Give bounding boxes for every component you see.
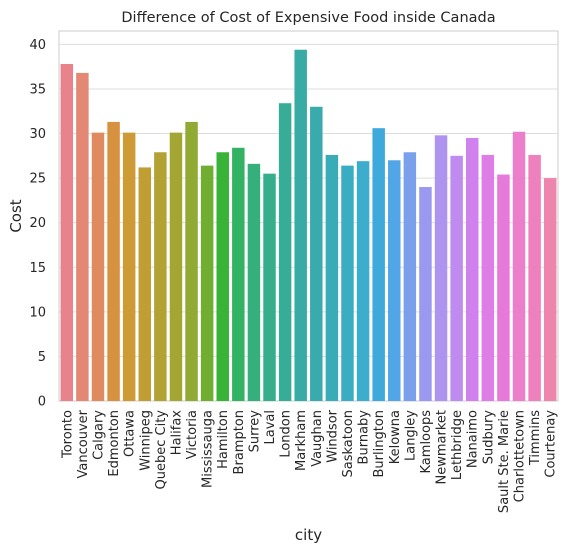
bar-quebec-city (154, 152, 167, 401)
bar-vancouver (76, 72, 89, 401)
bar-windsor (325, 154, 339, 401)
x-tick-label: Halifax (169, 410, 184, 456)
x-tick-label: Brampton (232, 410, 247, 474)
bar-mississauga (200, 165, 214, 401)
bar-edmonton (107, 121, 120, 401)
chart-title: Difference of Cost of Expensive Food ins… (121, 10, 495, 26)
x-tick-label: Lethbridge (450, 410, 465, 480)
x-tick-label: Windsor (325, 409, 340, 462)
x-tick-label: Edmonton (107, 410, 122, 477)
bar-victoria (185, 121, 198, 401)
x-tick-label: Vaughan (310, 410, 325, 467)
x-tick-label: Kamloops (419, 410, 434, 474)
y-tick-label: 40 (29, 38, 46, 53)
y-tick-label: 20 (29, 216, 46, 231)
bar-london (278, 103, 292, 402)
bar-lethbridge (450, 155, 463, 401)
x-tick-label: Sudbury (481, 410, 496, 465)
x-tick-label: Burlington (372, 410, 387, 478)
bar-nanaimo (465, 137, 479, 401)
x-tick-labels: Toronto Vancouver Calgary Edmonton Ottawa Win… (60, 409, 558, 513)
y-axis-title: Cost (7, 199, 25, 232)
x-tick-label: Calgary (91, 410, 106, 460)
bar-saskatoon (341, 165, 354, 401)
y-tick-label: 10 (29, 305, 46, 320)
bar-brampton (232, 147, 245, 401)
y-tick-label: 0 (38, 395, 46, 410)
bar-markham (294, 49, 307, 401)
x-tick-label: Markham (294, 410, 309, 471)
x-tick-label: Burnaby (357, 410, 372, 465)
bar-kelowna (388, 160, 401, 401)
bar-laval (263, 173, 276, 401)
bar-sudbury (481, 154, 495, 401)
bar-hamilton (216, 152, 229, 401)
x-tick-label: Vancouver (76, 409, 91, 478)
x-tick-label: Saskatoon (341, 410, 356, 478)
x-tick-label: Timmins (528, 410, 543, 466)
y-tick-label: 5 (38, 350, 46, 365)
y-tick-label: 25 (29, 172, 46, 187)
bar-burlington (372, 128, 385, 401)
x-axis-title: city (295, 526, 322, 544)
bar-ottawa (122, 132, 136, 401)
x-tick-label: Kelowna (388, 410, 403, 464)
bar-toronto (60, 63, 74, 402)
x-tick-label: Courtenay (544, 410, 559, 478)
bar-vaughan (310, 106, 323, 401)
bar-surrey (247, 163, 261, 401)
x-tick-label: Laval (263, 410, 278, 444)
x-tick-label: Victoria (185, 410, 200, 459)
x-tick-label: Charlottetown (513, 410, 528, 502)
x-tick-label: London (279, 410, 294, 458)
bar-langley (403, 152, 417, 401)
bar-burnaby (356, 161, 370, 401)
bar-kamloops (419, 187, 432, 401)
x-tick-label: Winnipeg (138, 410, 153, 471)
x-tick-label: Mississauga (201, 410, 216, 488)
x-tick-label: Quebec City (154, 410, 169, 490)
x-tick-label: Surrey (247, 410, 262, 453)
bar-calgary (91, 132, 105, 401)
bar-newmarket (434, 135, 448, 402)
bar-halifax (169, 132, 183, 401)
bar-charlottetown (512, 131, 526, 401)
bars (60, 49, 557, 402)
y-tick-labels: 0 5 10 15 20 25 30 35 40 (29, 38, 46, 410)
y-tick-label: 30 (29, 127, 46, 142)
x-tick-label: Nanaimo (466, 410, 481, 468)
x-tick-label: Langley (403, 410, 418, 461)
x-tick-label: Toronto (60, 410, 75, 459)
x-tick-label: Hamilton (216, 410, 231, 469)
x-tick-label: Newmarket (435, 410, 450, 485)
y-tick-label: 15 (29, 261, 46, 276)
bar-timmins (528, 154, 541, 401)
plot-area-frame (58, 30, 559, 402)
x-tick-label: Ottawa (123, 410, 138, 457)
bar-courtenay (543, 178, 557, 401)
x-tick-label: Sault Ste. Marie (497, 410, 512, 513)
bar-sault-ste-marie (497, 174, 510, 401)
y-tick-label: 35 (29, 82, 46, 97)
bar-winnipeg (138, 167, 152, 401)
